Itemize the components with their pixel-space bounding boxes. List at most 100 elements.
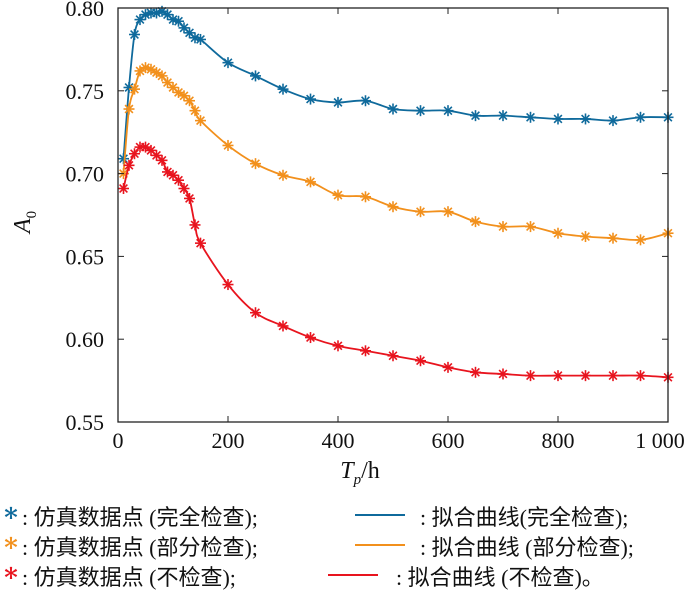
data-point (156, 154, 168, 166)
data-point (635, 234, 646, 246)
legend-line-label: : 拟合曲线(完全检查); (420, 505, 629, 530)
data-point (222, 139, 234, 151)
data-point (277, 320, 289, 332)
data-point (525, 221, 536, 233)
data-point (442, 105, 454, 117)
x-tick-label: 0 (113, 428, 124, 453)
data-point (222, 57, 234, 69)
data-point (129, 28, 140, 40)
data-point (173, 174, 184, 186)
data-point (277, 83, 289, 95)
data-point (470, 216, 481, 228)
data-point (360, 345, 371, 357)
data-point (607, 232, 619, 244)
y-tick-label: 0.60 (66, 327, 105, 352)
fit-curve (122, 66, 669, 241)
data-point (250, 158, 261, 170)
axes-box (117, 7, 669, 423)
y-tick-label: 0.55 (66, 410, 105, 435)
data-point (250, 307, 261, 319)
data-point (129, 83, 140, 95)
legend-line-icon (328, 574, 378, 576)
data-point (442, 206, 454, 218)
data-point (552, 227, 564, 239)
data-point (151, 7, 162, 19)
legend-line-label: : 拟合曲线 (不检查)。 (396, 565, 604, 590)
data-point (332, 340, 344, 352)
data-point (277, 169, 289, 181)
data-point (387, 350, 399, 362)
data-point (184, 95, 195, 107)
data-point (360, 191, 371, 203)
data-point (470, 110, 481, 122)
data-point (118, 183, 129, 195)
y-tick-label: 0.80 (66, 0, 105, 21)
data-point (415, 105, 426, 117)
fit-curve (122, 10, 669, 159)
data-point (552, 113, 564, 125)
data-point (580, 231, 591, 243)
legend-marker-label: : 仿真数据点 (完全检查); (22, 505, 258, 530)
data-point (525, 370, 536, 382)
data-point (305, 332, 316, 344)
legend-marker-label: : 仿真数据点 (不检查); (22, 565, 236, 590)
data-point (497, 221, 509, 233)
data-point (332, 96, 344, 108)
legend-row: ∗: 仿真数据点 (完全检查); : 拟合曲线(完全检查); (0, 498, 700, 530)
x-tick-label: 800 (542, 428, 575, 453)
legend-marker-icon: ∗ (2, 498, 20, 527)
data-point (387, 201, 399, 213)
legend-line-icon (355, 544, 405, 546)
y-axis-label: A0 (10, 211, 40, 235)
legend-row: ∗: 仿真数据点 (不检查); : 拟合曲线 (不检查)。 (0, 558, 700, 590)
data-point (332, 189, 344, 201)
data-point (123, 103, 135, 115)
legend-marker-icon: ∗ (2, 558, 20, 587)
data-point (497, 368, 509, 380)
data-point (580, 370, 591, 382)
data-point (580, 113, 591, 125)
x-tick-label: 200 (212, 428, 245, 453)
legend-marker-icon: ∗ (2, 528, 20, 557)
data-point (387, 103, 399, 115)
data-point (607, 115, 619, 127)
data-point (470, 366, 481, 378)
data-point (195, 33, 206, 45)
series-不检查 (118, 141, 674, 383)
data-point (123, 159, 135, 171)
data-point (250, 70, 261, 82)
data-point (415, 355, 426, 367)
x-axis-label: Tp/h (340, 458, 380, 488)
data-point (360, 95, 371, 107)
series-部分检查 (118, 62, 674, 246)
legend-line-icon (355, 514, 405, 516)
data-point (525, 111, 536, 123)
data-point (184, 192, 195, 204)
data-point (635, 370, 646, 382)
plot-area (118, 5, 674, 383)
legend-line-label: : 拟合曲线 (部分检查); (420, 535, 634, 560)
y-tick-label: 0.75 (66, 79, 105, 104)
fit-curve (122, 145, 669, 379)
data-point (222, 279, 234, 291)
data-point (178, 90, 190, 102)
data-point (178, 183, 190, 195)
data-point (189, 219, 201, 231)
data-point (305, 176, 316, 188)
x-tick-label: 400 (322, 428, 355, 453)
ticks: 0 200 400 600 800 1 000 0.55 0.60 0.65 0.70 0.75 0.… (66, 0, 685, 453)
data-point (415, 206, 426, 218)
data-point (195, 237, 206, 249)
data-point (442, 361, 454, 373)
data-point (607, 370, 619, 382)
data-point (552, 370, 564, 382)
legend-row: ∗: 仿真数据点 (部分检查);: 拟合曲线 (部分检查); (0, 528, 700, 560)
data-point (195, 115, 206, 127)
y-tick-label: 0.70 (66, 162, 105, 187)
x-tick-label: 1 000 (635, 428, 685, 453)
data-point (305, 93, 316, 105)
series-完全检查 (118, 5, 674, 165)
data-point (635, 111, 646, 123)
data-point (497, 110, 509, 122)
